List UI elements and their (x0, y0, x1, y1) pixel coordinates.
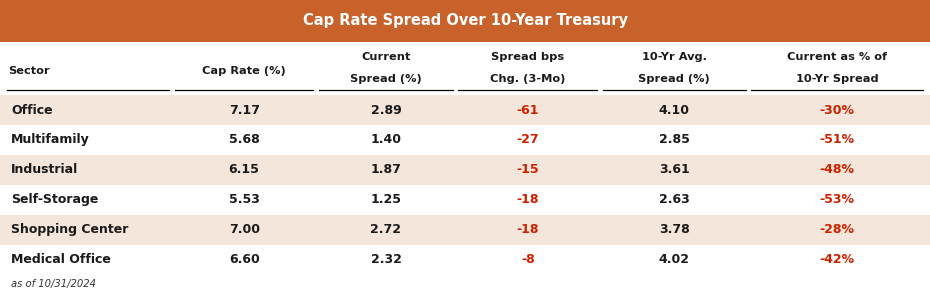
FancyBboxPatch shape (0, 0, 930, 42)
Text: 2.85: 2.85 (658, 133, 690, 147)
Text: Multifamily: Multifamily (11, 133, 90, 147)
Text: Sector: Sector (8, 66, 50, 76)
Text: 1.87: 1.87 (370, 163, 402, 177)
Text: 6.60: 6.60 (229, 253, 259, 266)
Text: Spread (%): Spread (%) (638, 74, 711, 84)
FancyBboxPatch shape (0, 185, 930, 215)
Text: Shopping Center: Shopping Center (11, 223, 128, 236)
Text: -30%: -30% (819, 103, 855, 117)
Text: Office: Office (11, 103, 53, 117)
FancyBboxPatch shape (0, 42, 930, 95)
Text: -15: -15 (516, 163, 539, 177)
FancyBboxPatch shape (0, 245, 930, 275)
Text: -61: -61 (516, 103, 539, 117)
Text: 4.10: 4.10 (658, 103, 690, 117)
Text: -18: -18 (516, 193, 539, 206)
Text: -53%: -53% (819, 193, 855, 206)
Text: Spread bps: Spread bps (491, 52, 565, 62)
Text: 2.32: 2.32 (370, 253, 402, 266)
Text: 5.53: 5.53 (229, 193, 259, 206)
Text: 6.15: 6.15 (229, 163, 259, 177)
Text: -27: -27 (516, 133, 539, 147)
Text: -48%: -48% (819, 163, 855, 177)
Text: Current as % of: Current as % of (787, 52, 887, 62)
Text: Cap Rate (%): Cap Rate (%) (202, 66, 286, 76)
Text: Current: Current (361, 52, 411, 62)
Text: -51%: -51% (819, 133, 855, 147)
Text: 2.63: 2.63 (658, 193, 690, 206)
Text: 1.25: 1.25 (370, 193, 402, 206)
Text: -18: -18 (516, 223, 539, 236)
Text: Medical Office: Medical Office (11, 253, 111, 266)
Text: 2.72: 2.72 (370, 223, 402, 236)
Text: 3.78: 3.78 (658, 223, 690, 236)
Text: -28%: -28% (819, 223, 855, 236)
Text: Self-Storage: Self-Storage (11, 193, 99, 206)
Text: 4.02: 4.02 (658, 253, 690, 266)
Text: 2.89: 2.89 (370, 103, 402, 117)
Text: 5.68: 5.68 (229, 133, 259, 147)
FancyBboxPatch shape (0, 155, 930, 185)
Text: Cap Rate Spread Over 10-Year Treasury: Cap Rate Spread Over 10-Year Treasury (302, 13, 628, 29)
Text: -42%: -42% (819, 253, 855, 266)
Text: as of 10/31/2024: as of 10/31/2024 (11, 279, 96, 288)
Text: 7.17: 7.17 (229, 103, 259, 117)
Text: Industrial: Industrial (11, 163, 78, 177)
FancyBboxPatch shape (0, 125, 930, 155)
FancyBboxPatch shape (0, 95, 930, 125)
Text: 1.40: 1.40 (370, 133, 402, 147)
Text: Spread (%): Spread (%) (350, 74, 422, 84)
FancyBboxPatch shape (0, 215, 930, 245)
Text: Chg. (3-Mo): Chg. (3-Mo) (490, 74, 565, 84)
Text: 7.00: 7.00 (229, 223, 259, 236)
Text: 10-Yr Avg.: 10-Yr Avg. (642, 52, 707, 62)
Text: 10-Yr Spread: 10-Yr Spread (796, 74, 878, 84)
Text: -8: -8 (521, 253, 535, 266)
Text: 3.61: 3.61 (658, 163, 690, 177)
